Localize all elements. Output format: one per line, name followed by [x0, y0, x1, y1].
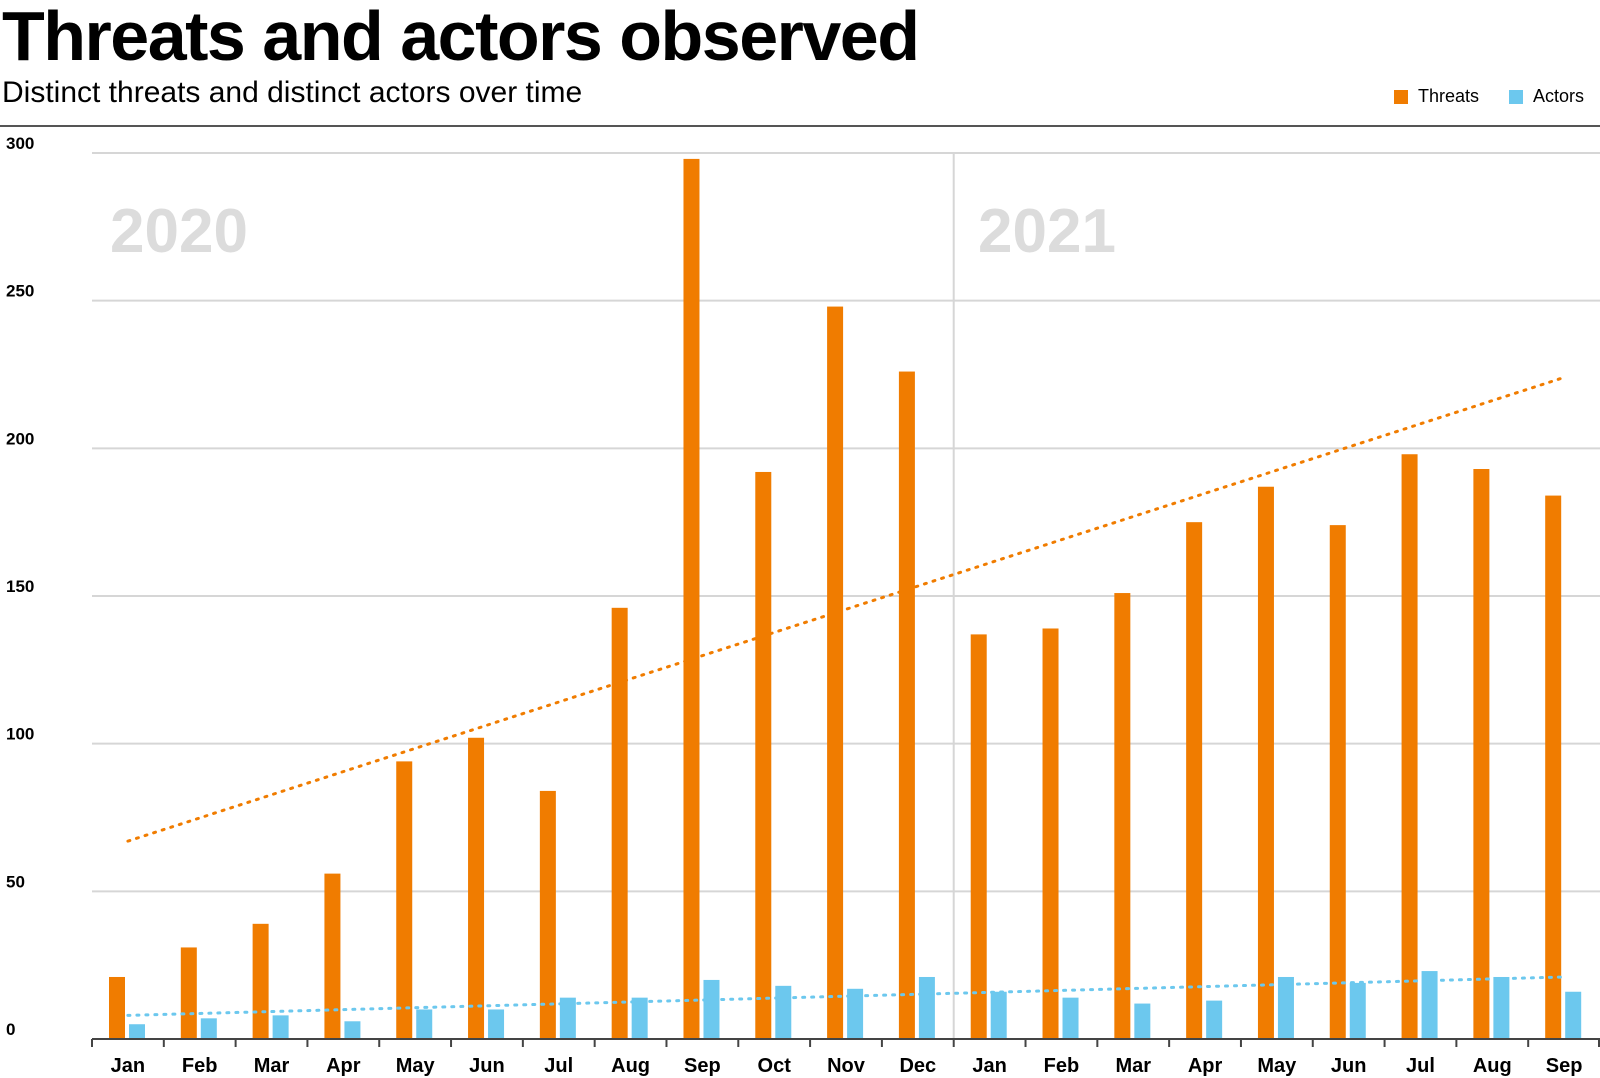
bar-threats: [683, 158, 700, 1039]
bar-actors: [344, 1021, 361, 1039]
x-tick-label: Mar: [1115, 1055, 1151, 1077]
bar-actors: [272, 1015, 289, 1039]
x-tick-label: May: [396, 1055, 436, 1077]
bar-actors: [488, 1009, 505, 1039]
legend-label-actors: Actors: [1532, 86, 1584, 106]
bar-threats: [827, 306, 844, 1039]
legend-item-threats: Threats: [1393, 86, 1479, 107]
bar-actors: [416, 1009, 433, 1039]
x-tick-label: Nov: [827, 1055, 866, 1077]
bar-threats: [180, 947, 197, 1039]
bar-threats: [1329, 525, 1346, 1039]
bar-threats: [970, 634, 987, 1039]
y-tick-label: 250: [6, 282, 34, 301]
bar-actors: [1421, 971, 1438, 1039]
x-tick-label: Aug: [1473, 1055, 1512, 1077]
x-tick-label: Oct: [758, 1055, 792, 1077]
bar-threats: [898, 371, 915, 1040]
x-tick-label: Feb: [182, 1055, 218, 1077]
y-tick-label: 200: [6, 429, 34, 448]
x-tick-label: Apr: [1188, 1055, 1223, 1077]
x-tick-label: Jul: [544, 1055, 573, 1077]
trendline-threats: [126, 375, 1566, 843]
x-tick-label: Jun: [1331, 1055, 1367, 1077]
year-label-2020: 2020: [110, 197, 248, 266]
bar-actors: [129, 1024, 145, 1039]
header-divider: [0, 125, 1600, 127]
bar-actors: [1349, 982, 1366, 1039]
x-tick-label: Aug: [611, 1055, 650, 1077]
bar-threats: [1186, 522, 1203, 1039]
bar-actors: [559, 997, 576, 1039]
x-tick-label: Jun: [469, 1055, 505, 1077]
bar-actors: [1493, 976, 1510, 1039]
bar-threats: [396, 761, 413, 1039]
x-tick-label: Sep: [1546, 1055, 1583, 1077]
legend-swatch-threats: [1393, 89, 1408, 104]
bar-threats: [539, 790, 556, 1039]
chart-title: Threats and actors observed: [2, 0, 920, 75]
bar-threats: [1114, 593, 1131, 1039]
bar-actors: [200, 1018, 217, 1039]
legend-label-threats: Threats: [1417, 86, 1479, 106]
x-tick-label: Dec: [899, 1055, 936, 1077]
x-tick-label: May: [1257, 1055, 1297, 1077]
trendline-actors: [126, 975, 1566, 1017]
y-tick-label: 0: [6, 1020, 15, 1039]
bar-threats: [109, 976, 125, 1039]
bar-threats: [1042, 628, 1059, 1039]
x-tick-label: Jan: [972, 1055, 1006, 1077]
bar-threats: [324, 873, 341, 1039]
bar-threats: [1257, 486, 1274, 1039]
chart-subtitle: Distinct threats and distinct actors ove…: [2, 76, 583, 109]
y-tick-label: 150: [6, 577, 34, 596]
legend-swatch-actors: [1508, 89, 1523, 104]
legend: Threats Actors: [1393, 86, 1584, 107]
x-tick-label: Apr: [326, 1055, 361, 1077]
bar-actors: [1062, 997, 1079, 1039]
bar-actors: [1134, 1003, 1151, 1039]
bar-actors: [703, 979, 720, 1039]
x-tick-label: Jan: [111, 1055, 145, 1077]
bar-threats: [1401, 454, 1418, 1039]
x-tick-label: Mar: [254, 1055, 290, 1077]
y-tick-label: 100: [6, 725, 34, 744]
bar-actors: [918, 976, 935, 1039]
bar-actors: [847, 988, 864, 1039]
bar-threats: [611, 607, 628, 1039]
bar-actors: [1565, 991, 1582, 1039]
x-tick-label: Jul: [1406, 1055, 1435, 1077]
y-tick-label: 300: [6, 134, 34, 153]
bar-threats: [252, 923, 269, 1039]
bar-threats: [1545, 495, 1562, 1039]
bar-threats: [468, 737, 485, 1039]
bar-actors: [631, 997, 648, 1039]
x-tick-label: Sep: [684, 1055, 721, 1077]
legend-item-actors: Actors: [1508, 86, 1584, 107]
x-tick-label: Feb: [1044, 1055, 1080, 1077]
bar-actors: [775, 985, 792, 1039]
bar-threats: [755, 471, 772, 1040]
bar-actors: [990, 991, 1007, 1039]
y-tick-label: 50: [6, 872, 25, 891]
bar-actors: [1277, 976, 1294, 1039]
year-label-2021: 2021: [978, 197, 1116, 266]
bar-actors: [1206, 1000, 1223, 1039]
bar-threats: [1473, 469, 1490, 1039]
